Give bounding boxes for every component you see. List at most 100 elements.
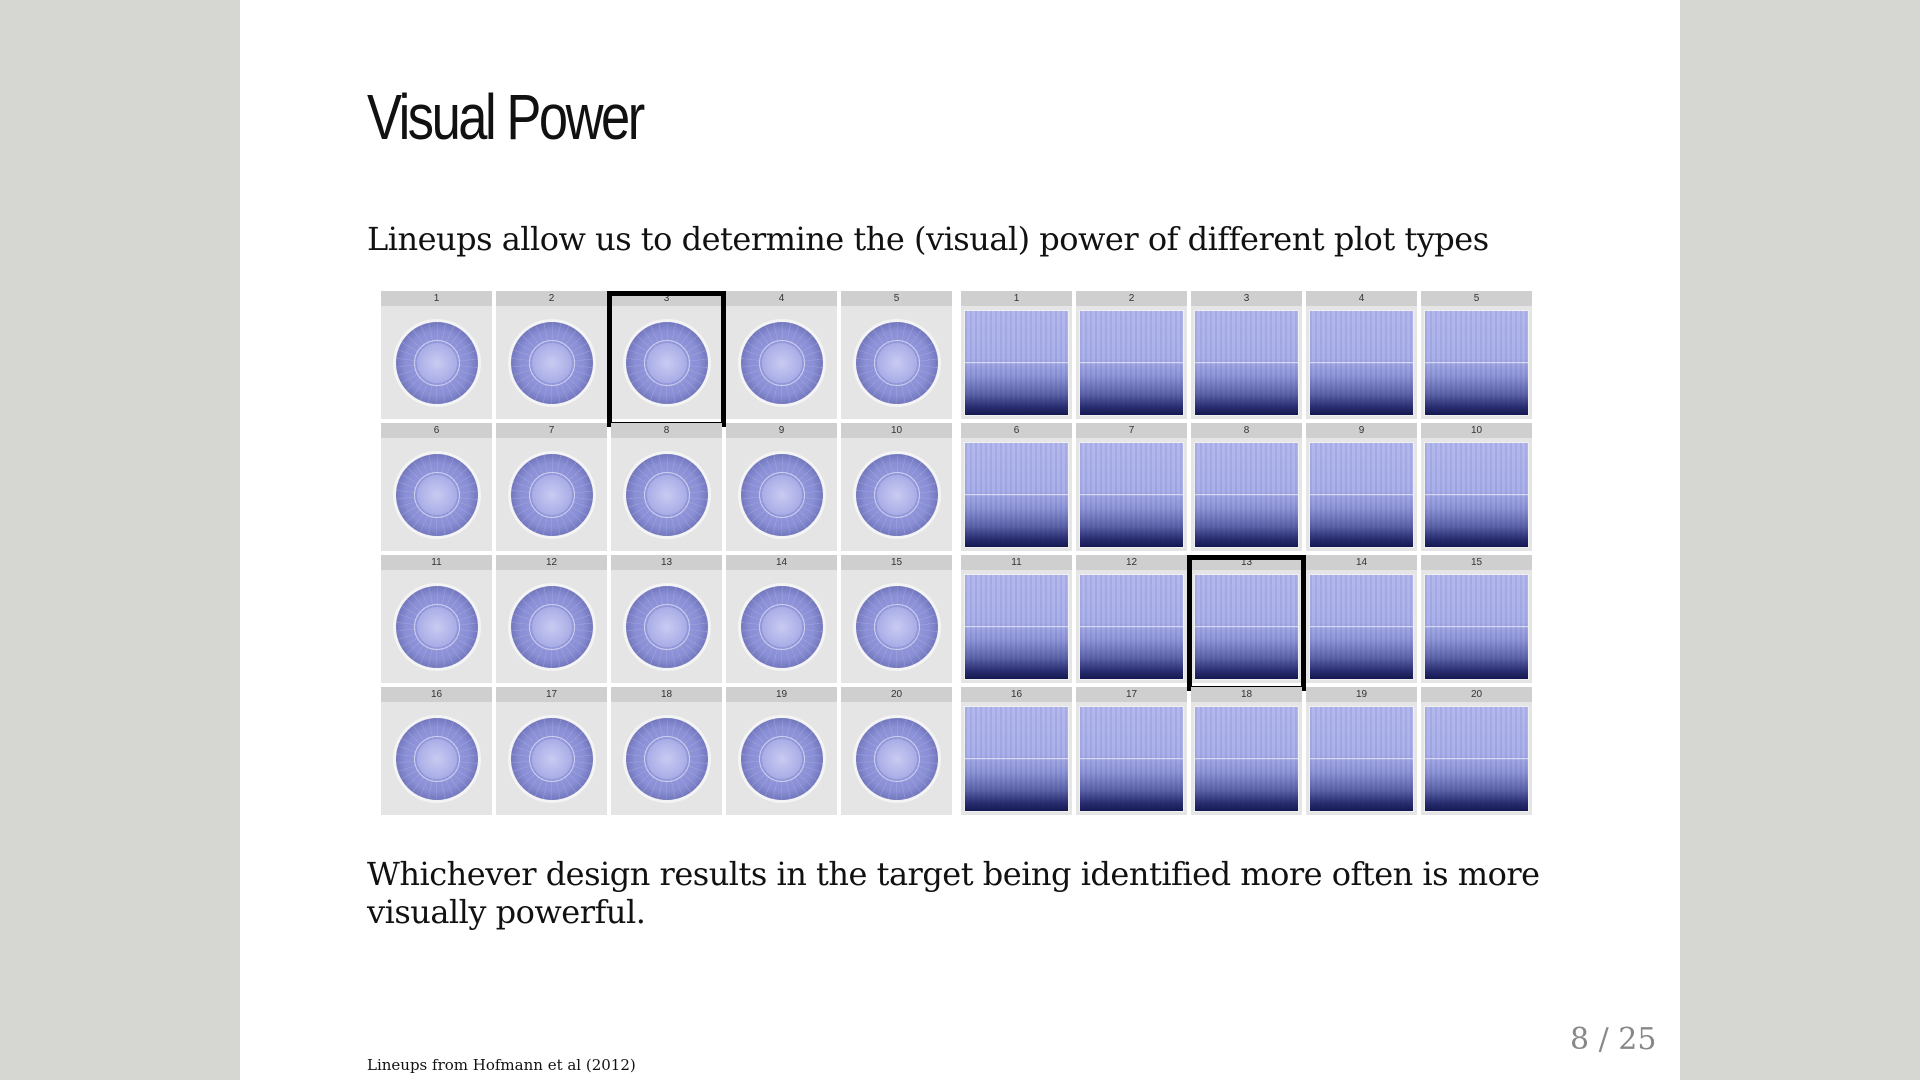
panel-number: 15: [841, 555, 952, 570]
panel-number: 2: [1076, 291, 1187, 306]
panel-number: 20: [841, 687, 952, 702]
bar-plot: [1309, 706, 1414, 812]
polar-plot: [392, 451, 481, 540]
panel-number: 18: [611, 687, 722, 702]
bars-panel: 7: [1076, 423, 1187, 551]
bars-panel: 13: [1191, 555, 1302, 683]
polar-panel: 20: [841, 687, 952, 815]
target-highlight: [1187, 555, 1306, 691]
panel-number: 17: [1076, 687, 1187, 702]
panel-number: 17: [496, 687, 607, 702]
panel-number: 4: [1306, 291, 1417, 306]
bars-panel: 18: [1191, 687, 1302, 815]
polar-panel: 7: [496, 423, 607, 551]
polar-panel: 4: [726, 291, 837, 419]
polar-plot: [622, 451, 711, 540]
polar-panel: 10: [841, 423, 952, 551]
panel-number: 15: [1421, 555, 1532, 570]
polar-panel: 15: [841, 555, 952, 683]
panel-number: 4: [726, 291, 837, 306]
panel-number: 6: [381, 423, 492, 438]
bar-plot: [1309, 442, 1414, 548]
panel-number: 5: [841, 291, 952, 306]
panel-number: 7: [496, 423, 607, 438]
bar-plot: [964, 574, 1069, 680]
panel-number: 3: [1191, 291, 1302, 306]
polar-plot: [852, 319, 941, 408]
polar-plot: [392, 583, 481, 672]
polar-plot: [622, 319, 711, 408]
panel-number: 11: [381, 555, 492, 570]
panel-number: 8: [611, 423, 722, 438]
bar-plot: [1424, 706, 1529, 812]
bars-panel: 19: [1306, 687, 1417, 815]
polar-panel: 5: [841, 291, 952, 419]
polar-plot: [507, 583, 596, 672]
polar-plot: [737, 715, 826, 804]
panel-number: 8: [1191, 423, 1302, 438]
bars-panel: 10: [1421, 423, 1532, 551]
slide-title: Visual Power: [367, 81, 645, 153]
panel-number: 10: [1421, 423, 1532, 438]
bars-panel: 12: [1076, 555, 1187, 683]
bar-plot: [1079, 310, 1184, 416]
bar-plot: [964, 706, 1069, 812]
polar-panel: 6: [381, 423, 492, 551]
bars-panel: 15: [1421, 555, 1532, 683]
polar-panel: 1: [381, 291, 492, 419]
polar-plot: [507, 715, 596, 804]
panel-number: 9: [726, 423, 837, 438]
bars-panel: 14: [1306, 555, 1417, 683]
polar-panel: 3: [611, 291, 722, 419]
polar-plot: [392, 319, 481, 408]
panel-number: 2: [496, 291, 607, 306]
panel-number: 12: [1076, 555, 1187, 570]
polar-panel: 12: [496, 555, 607, 683]
polar-panel: 13: [611, 555, 722, 683]
bars-panel: 5: [1421, 291, 1532, 419]
panel-number: 9: [1306, 423, 1417, 438]
polar-plot: [622, 583, 711, 672]
panel-number: 12: [496, 555, 607, 570]
closing-text: Whichever design results in the target b…: [367, 855, 1540, 931]
bar-plot: [1424, 310, 1529, 416]
panel-number: 18: [1191, 687, 1302, 702]
bars-panel: 20: [1421, 687, 1532, 815]
panel-number: 10: [841, 423, 952, 438]
bar-plot: [1309, 310, 1414, 416]
panel-number: 14: [1306, 555, 1417, 570]
polar-panel: 17: [496, 687, 607, 815]
polar-panel: 14: [726, 555, 837, 683]
bars-panel: 16: [961, 687, 1072, 815]
bars-panel: 6: [961, 423, 1072, 551]
panel-number: 19: [1306, 687, 1417, 702]
bar-plot: [964, 310, 1069, 416]
polar-lineup: 1 2 3 4 5 6 7 8 9 10 11 12 13 14 15 16 17 18 19 20: [381, 291, 952, 815]
panel-number: 20: [1421, 687, 1532, 702]
polar-plot: [852, 715, 941, 804]
bar-lineup: 1 2 3 4 5 6 7 8 9 10 11 12 13 14 15 16 17 18 19 20: [961, 291, 1532, 815]
polar-plot: [622, 715, 711, 804]
intro-text: Lineups allow us to determine the (visua…: [367, 220, 1489, 258]
page-number[interactable]: 8 / 25: [1570, 1022, 1657, 1057]
bar-plot: [1309, 574, 1414, 680]
panel-number: 16: [961, 687, 1072, 702]
polar-panel: 2: [496, 291, 607, 419]
polar-plot: [852, 451, 941, 540]
bars-panel: 1: [961, 291, 1072, 419]
panel-number: 7: [1076, 423, 1187, 438]
bars-panel: 9: [1306, 423, 1417, 551]
panel-number: 16: [381, 687, 492, 702]
slide: Visual Power Lineups allow us to determi…: [240, 0, 1680, 1080]
bar-plot: [1424, 442, 1529, 548]
polar-plot: [392, 715, 481, 804]
bar-plot: [1194, 574, 1299, 680]
panel-number: 19: [726, 687, 837, 702]
polar-plot: [737, 451, 826, 540]
bars-panel: 2: [1076, 291, 1187, 419]
bar-plot: [1424, 574, 1529, 680]
polar-plot: [507, 451, 596, 540]
polar-plot: [507, 319, 596, 408]
bar-plot: [1194, 310, 1299, 416]
